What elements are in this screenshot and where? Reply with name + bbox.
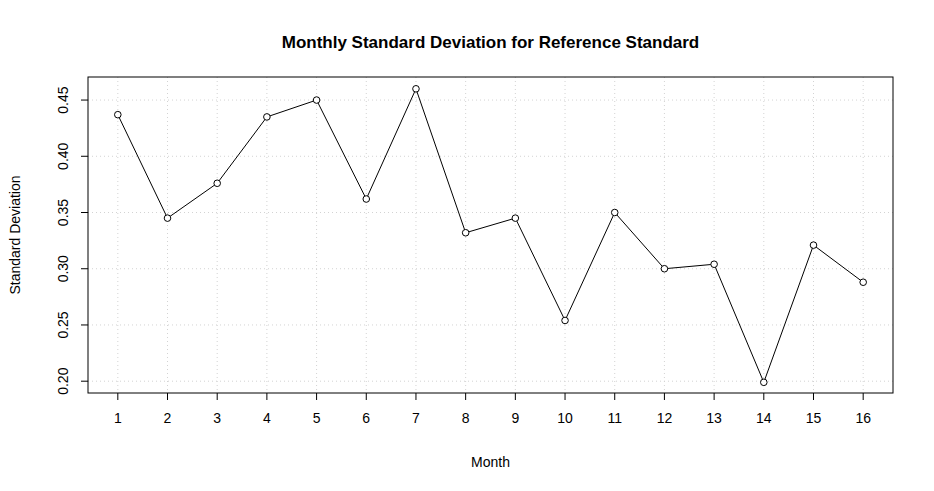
y-tick-label: 0.20 (55, 367, 71, 394)
point (313, 97, 320, 104)
data-group (115, 86, 867, 386)
x-tick-label: 15 (806, 410, 822, 426)
chart-container: Monthly Standard Deviation for Reference… (0, 0, 934, 491)
x-tick (813, 393, 814, 400)
x-grid-line (316, 77, 317, 393)
x-grid-line (266, 77, 267, 393)
title: Monthly Standard Deviation for Reference… (282, 33, 700, 52)
x-tick-label: 8 (462, 410, 470, 426)
x-grid-line (167, 77, 168, 393)
x-grid-line (863, 77, 864, 393)
x-tick-label: 11 (607, 410, 622, 426)
x-tick (863, 393, 864, 400)
x-tick-label: 10 (557, 410, 573, 426)
x-tick (565, 393, 566, 400)
y-tick (81, 156, 88, 157)
x-tick-label: 12 (657, 410, 673, 426)
y-tick-label: 0.35 (55, 199, 71, 226)
y-tick (81, 268, 88, 269)
x-grid-line (117, 77, 118, 393)
x-tick-label: 16 (855, 410, 871, 426)
chart-svg: Monthly Standard Deviation for Reference… (0, 0, 934, 491)
point (661, 265, 668, 272)
point (761, 379, 768, 386)
y-tick (81, 324, 88, 325)
x-tick (217, 393, 218, 400)
x-tick (614, 393, 615, 400)
x-grid-line (614, 77, 615, 393)
y-tick (81, 381, 88, 382)
point (264, 114, 271, 121)
point (462, 229, 469, 236)
x-tick-label: 3 (213, 410, 221, 426)
x-tick-label: 13 (706, 410, 722, 426)
point (810, 242, 817, 249)
y-grid-line (88, 324, 893, 325)
x-axis-label: Month (471, 454, 510, 470)
background (0, 0, 934, 491)
x-tick (167, 393, 168, 400)
x-tick-label: 14 (756, 410, 772, 426)
point (860, 279, 867, 286)
x-tick (763, 393, 764, 400)
x-grid-line (217, 77, 218, 393)
x-tick (415, 393, 416, 400)
y-grid-line (88, 268, 893, 269)
x-tick-label: 6 (362, 410, 370, 426)
y-tick-label: 0.45 (55, 86, 71, 113)
x-grid-line (714, 77, 715, 393)
point (611, 209, 618, 216)
x-grid-line (565, 77, 566, 393)
x-grid-line (763, 77, 764, 393)
x-tick (266, 393, 267, 400)
point (214, 180, 221, 187)
point (562, 317, 569, 324)
x-tick-label: 1 (114, 410, 122, 426)
point (115, 111, 122, 118)
x-grid-line (664, 77, 665, 393)
x-tick (316, 393, 317, 400)
point (413, 86, 420, 93)
y-tick-label: 0.25 (55, 311, 71, 338)
x-tick-label: 9 (511, 410, 519, 426)
x-tick (664, 393, 665, 400)
point (711, 261, 718, 268)
y-grid-line (88, 381, 893, 382)
y-grid-line (88, 100, 893, 101)
point (512, 215, 519, 222)
x-tick (515, 393, 516, 400)
x-tick-label: 2 (164, 410, 172, 426)
point (363, 196, 370, 203)
x-grid-line (415, 77, 416, 393)
series-line (118, 89, 863, 383)
y-axis-label: Standard Deviation (7, 175, 23, 294)
y-tick (81, 100, 88, 101)
x-tick (465, 393, 466, 400)
x-tick-label: 4 (263, 410, 271, 426)
point (164, 215, 171, 222)
x-tick (117, 393, 118, 400)
x-grid-line (515, 77, 516, 393)
y-tick (81, 212, 88, 213)
x-tick-label: 7 (412, 410, 420, 426)
y-tick-label: 0.30 (55, 255, 71, 282)
x-grid-line (366, 77, 367, 393)
x-tick-label: 5 (313, 410, 321, 426)
x-grid-line (813, 77, 814, 393)
y-grid-line (88, 156, 893, 157)
x-tick (366, 393, 367, 400)
x-tick (714, 393, 715, 400)
plot-frame (88, 77, 893, 393)
y-tick-label: 0.40 (55, 142, 71, 169)
y-grid-line (88, 212, 893, 213)
